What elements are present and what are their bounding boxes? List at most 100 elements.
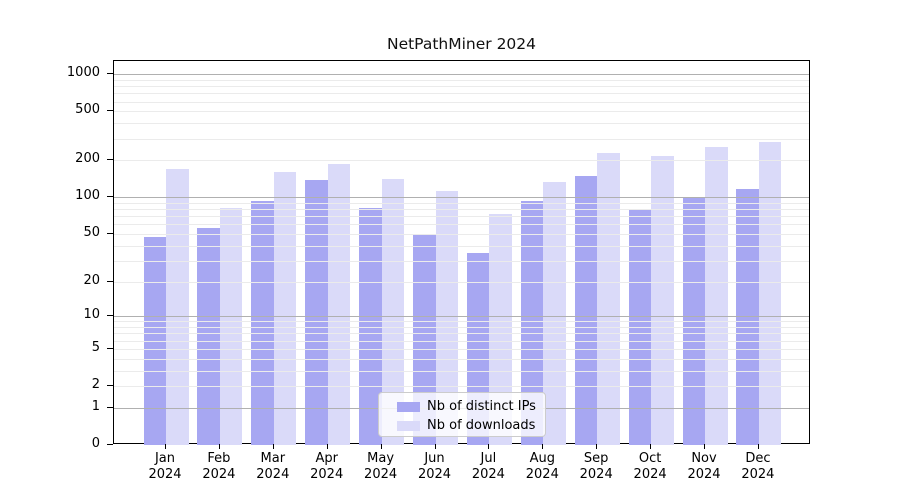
y-tick-label-2: 2 [91,377,100,393]
gridline-major [114,197,809,199]
x-tick-month: Dec [745,451,771,466]
y-tick-label-1: 1 [91,398,100,414]
gridline-minor [114,224,809,226]
gridline-minor [114,209,809,211]
bar-downloads-jul [489,213,512,445]
bar-downloads-nov [705,146,728,445]
y-tick-mark-0 [107,444,113,445]
gridlines-layer [114,61,809,443]
x-tick-year: 2024 [364,467,398,482]
bar-downloads-dec [758,141,782,445]
y-tick-label-100: 100 [75,188,100,204]
gridline-minor [114,340,809,342]
legend-swatch-downloads-icon [397,420,420,431]
bar-distinct-ips-may [359,207,382,445]
gridline-minor [114,348,809,350]
x-tick-year: 2024 [471,467,505,482]
bar-downloads-sep [597,152,620,445]
x-tick-month: Jan [154,451,176,466]
bar-distinct-ips-nov [682,197,705,445]
y-tick-label-0: 0 [91,436,100,451]
gridline-minor [114,327,809,329]
x-tick-month: Feb [207,451,231,466]
y-tick-label-500: 500 [75,102,100,118]
legend-swatch-distinct-ips-icon [397,401,420,412]
bar-downloads-oct [651,156,674,445]
x-tick-label-jul: Jul 2024 [460,451,516,483]
gridline-minor [114,160,809,162]
x-tick-label-dec: Dec 2024 [730,451,786,483]
x-tick-label-sep: Sep 2024 [568,451,624,483]
gridline-major [114,316,809,318]
x-tick-month: Mar [260,451,286,466]
x-tick-year: 2024 [579,467,613,482]
bar-downloads-feb [219,208,243,445]
x-tick-label-nov: Nov 2024 [676,451,732,483]
x-tick-year: 2024 [148,467,182,482]
y-tick-label-200: 200 [75,151,100,167]
chart-title: NetPathMiner 2024 [386,35,537,53]
gridline-minor [114,216,809,218]
legend: Nb of distinct IPs Nb of downloads [378,392,546,437]
x-tick-month: Sep [583,451,609,466]
x-tick-year: 2024 [256,467,290,482]
legend-label-distinct-ips: Nb of distinct IPs [427,399,536,414]
x-tick-year: 2024 [310,467,344,482]
legend-row-distinct-ips: Nb of distinct IPs [397,397,545,416]
gridline-minor [114,79,809,81]
bar-distinct-ips-aug [520,201,544,445]
x-tick-year: 2024 [525,467,559,482]
gridline-minor [114,93,809,95]
y-tick-label-20: 20 [83,272,100,288]
gridline-minor [114,260,809,262]
x-tick-year: 2024 [741,467,775,482]
gridline-minor [114,281,809,283]
gridline-minor [114,111,809,113]
bar-downloads-jun [435,191,458,445]
x-tick-label-mar: Mar 2024 [245,451,301,483]
bar-downloads-may [381,178,405,445]
gridline-minor [114,370,809,372]
gridline-minor [114,358,809,360]
x-tick-month: Nov [691,451,717,466]
x-tick-label-jun: Jun 2024 [407,451,463,483]
legend-label-downloads: Nb of downloads [427,418,536,433]
x-tick-month: Aug [529,451,555,466]
plot-area [113,60,810,445]
gridline-minor [114,386,809,388]
y-tick-label-1000: 1000 [66,65,100,81]
x-tick-month: Jul [480,451,497,466]
x-tick-month: Oct [638,451,662,466]
y-tick-label-10: 10 [83,307,100,323]
gridline-minor [114,138,809,140]
x-tick-month: Apr [315,451,338,466]
x-tick-label-feb: Feb 2024 [191,451,247,483]
y-tick-label-5: 5 [91,339,100,355]
gridline-minor [114,123,809,125]
x-tick-label-oct: Oct 2024 [622,451,678,483]
x-tick-label-may: May 2024 [353,451,409,483]
x-tick-label-aug: Aug 2024 [514,451,570,483]
gridline-minor [114,101,809,103]
x-tick-year: 2024 [202,467,236,482]
x-tick-year: 2024 [417,467,452,482]
x-tick-label-apr: Apr 2024 [299,451,355,483]
gridline-minor [114,333,809,335]
legend-row-downloads: Nb of downloads [397,416,545,435]
gridline-minor [114,321,809,323]
x-tick-year: 2024 [633,467,667,482]
bar-downloads-aug [543,182,566,445]
gridline-major [114,74,809,76]
y-tick-label-50: 50 [83,224,100,240]
gridline-minor [114,202,809,204]
gridline-minor [114,245,809,247]
bar-downloads-mar [273,172,297,445]
bar-distinct-ips-sep [574,175,598,445]
gridline-minor [114,86,809,88]
gridline-minor [114,233,809,235]
bar-distinct-ips-mar [251,201,274,445]
x-tick-label-jan: Jan 2024 [137,451,193,483]
x-tick-year: 2024 [687,467,721,482]
x-tick-month: Jun [424,451,445,466]
